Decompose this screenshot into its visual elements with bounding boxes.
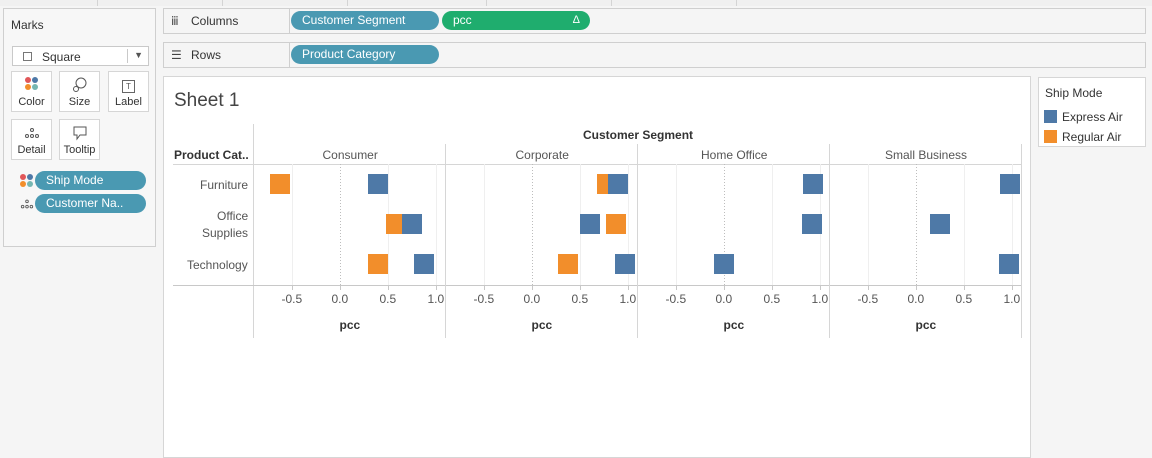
label-icon: T	[109, 77, 148, 93]
x-tick-label: 0.5	[379, 292, 397, 306]
pcc-pill-label: pcc	[453, 13, 472, 27]
legend-swatch-express-air	[1044, 110, 1057, 123]
x-tick-label: -0.5	[857, 292, 879, 306]
mark-type-dropdown[interactable]: Square ▼	[12, 46, 149, 66]
row-label: Supplies	[202, 226, 249, 240]
mark-regular-air[interactable]	[605, 214, 626, 234]
columns-shelf[interactable]: ⅲ Columns Customer Segment pcc Δ	[163, 8, 1146, 34]
x-tick-label: 0.5	[571, 292, 589, 306]
columns-icon: ⅲ	[171, 14, 179, 28]
mark-express-air[interactable]	[999, 254, 1020, 274]
customer-name-detail-row: Customer Na..	[18, 194, 150, 213]
x-tick-label: 1.0	[811, 292, 829, 306]
rows-icon: ☰	[171, 48, 182, 62]
chevron-down-icon: ▼	[134, 50, 143, 60]
x-tick-label: -0.5	[281, 292, 303, 306]
row-label: Technology	[187, 258, 248, 272]
color-button[interactable]: Color	[11, 71, 52, 112]
pane-header: Small Business	[885, 148, 968, 162]
mark-express-air[interactable]	[413, 254, 434, 274]
tooltip-button[interactable]: Tooltip	[59, 119, 100, 160]
x-tick-label: 0.0	[907, 292, 925, 306]
x-axis-label: pcc	[531, 318, 553, 332]
rows-shelf-label: Rows	[191, 48, 222, 62]
mark-express-air[interactable]	[930, 214, 950, 234]
row-label: Furniture	[200, 178, 249, 192]
column-field-header: Customer Segment	[583, 128, 694, 142]
square-icon	[23, 52, 32, 61]
marks-title: Marks	[11, 18, 44, 32]
size-button[interactable]: Size	[59, 71, 100, 112]
sheet-title: Sheet 1	[174, 90, 240, 111]
product-category-pill[interactable]: Product Category	[291, 45, 439, 64]
mark-express-air[interactable]	[615, 254, 636, 274]
mark-regular-air[interactable]	[368, 254, 389, 274]
mark-express-air[interactable]	[579, 214, 600, 234]
mark-regular-air[interactable]	[557, 254, 578, 274]
mark-express-air[interactable]	[803, 174, 824, 194]
mark-express-air[interactable]	[368, 174, 389, 194]
color-icon	[12, 77, 51, 93]
x-axis-label: pcc	[915, 318, 937, 332]
legend-item-regular-air[interactable]: Regular Air	[1062, 130, 1122, 144]
label-button[interactable]: T Label	[108, 71, 149, 112]
detail-button-label: Detail	[17, 144, 46, 156]
x-tick-label: 0.5	[763, 292, 781, 306]
mark-express-air[interactable]	[608, 174, 629, 194]
pane-header: Corporate	[515, 148, 569, 162]
ship-mode-color-row: Ship Mode	[18, 171, 150, 190]
row-field-header: Product Cat..	[174, 148, 249, 162]
x-tick-label: -0.5	[473, 292, 495, 306]
x-tick-label: -0.5	[665, 292, 687, 306]
customer-segment-pill[interactable]: Customer Segment	[291, 11, 439, 30]
size-button-label: Size	[68, 96, 91, 108]
x-tick-label: 1.0	[619, 292, 637, 306]
x-tick-label: 1.0	[427, 292, 445, 306]
x-tick-label: 0.0	[523, 292, 541, 306]
size-icon	[60, 77, 99, 93]
rows-shelf[interactable]: ☰ Rows Product Category	[163, 42, 1146, 68]
mark-express-air[interactable]	[714, 254, 734, 274]
x-axis-label: pcc	[723, 318, 745, 332]
tooltip-button-label: Tooltip	[63, 144, 96, 156]
delta-icon: Δ	[572, 14, 580, 26]
sheet-canvas	[163, 76, 1031, 458]
color-button-label: Color	[18, 96, 45, 108]
pcc-pill[interactable]: pcc Δ	[442, 11, 590, 30]
ship-mode-legend[interactable]: Ship Mode Express Air Regular Air	[1038, 77, 1146, 147]
ship-mode-pill[interactable]: Ship Mode	[35, 171, 146, 190]
legend-title: Ship Mode	[1045, 86, 1103, 100]
top-tab-strip	[0, 0, 1152, 6]
tooltip-icon	[60, 125, 99, 141]
detail-button[interactable]: Detail	[11, 119, 52, 160]
pane-header: Consumer	[322, 148, 378, 162]
marks-card: Marks Square ▼ Color Size T Label Detail…	[3, 8, 156, 247]
legend-item-express-air[interactable]: Express Air	[1062, 110, 1123, 124]
customer-name-pill[interactable]: Customer Na..	[35, 194, 146, 213]
color-icon	[20, 174, 34, 188]
x-tick-label: 0.0	[331, 292, 349, 306]
columns-shelf-label: Columns	[191, 14, 239, 28]
mark-express-air[interactable]	[402, 214, 422, 234]
x-tick-label: 1.0	[1003, 292, 1021, 306]
label-button-label: Label	[115, 96, 142, 108]
mark-express-air[interactable]	[1000, 174, 1021, 194]
mark-regular-air[interactable]	[269, 174, 290, 194]
mark-express-air[interactable]	[802, 214, 823, 234]
x-tick-label: 0.0	[715, 292, 733, 306]
x-axis-label: pcc	[339, 318, 361, 332]
pane-header: Home Office	[701, 148, 768, 162]
mark-regular-air[interactable]	[385, 214, 406, 234]
row-label: Office	[217, 209, 249, 223]
detail-icon	[20, 197, 34, 211]
detail-icon	[12, 125, 51, 141]
mark-type-label: Square	[42, 50, 81, 64]
legend-swatch-regular-air	[1044, 130, 1057, 143]
x-tick-label: 0.5	[955, 292, 973, 306]
